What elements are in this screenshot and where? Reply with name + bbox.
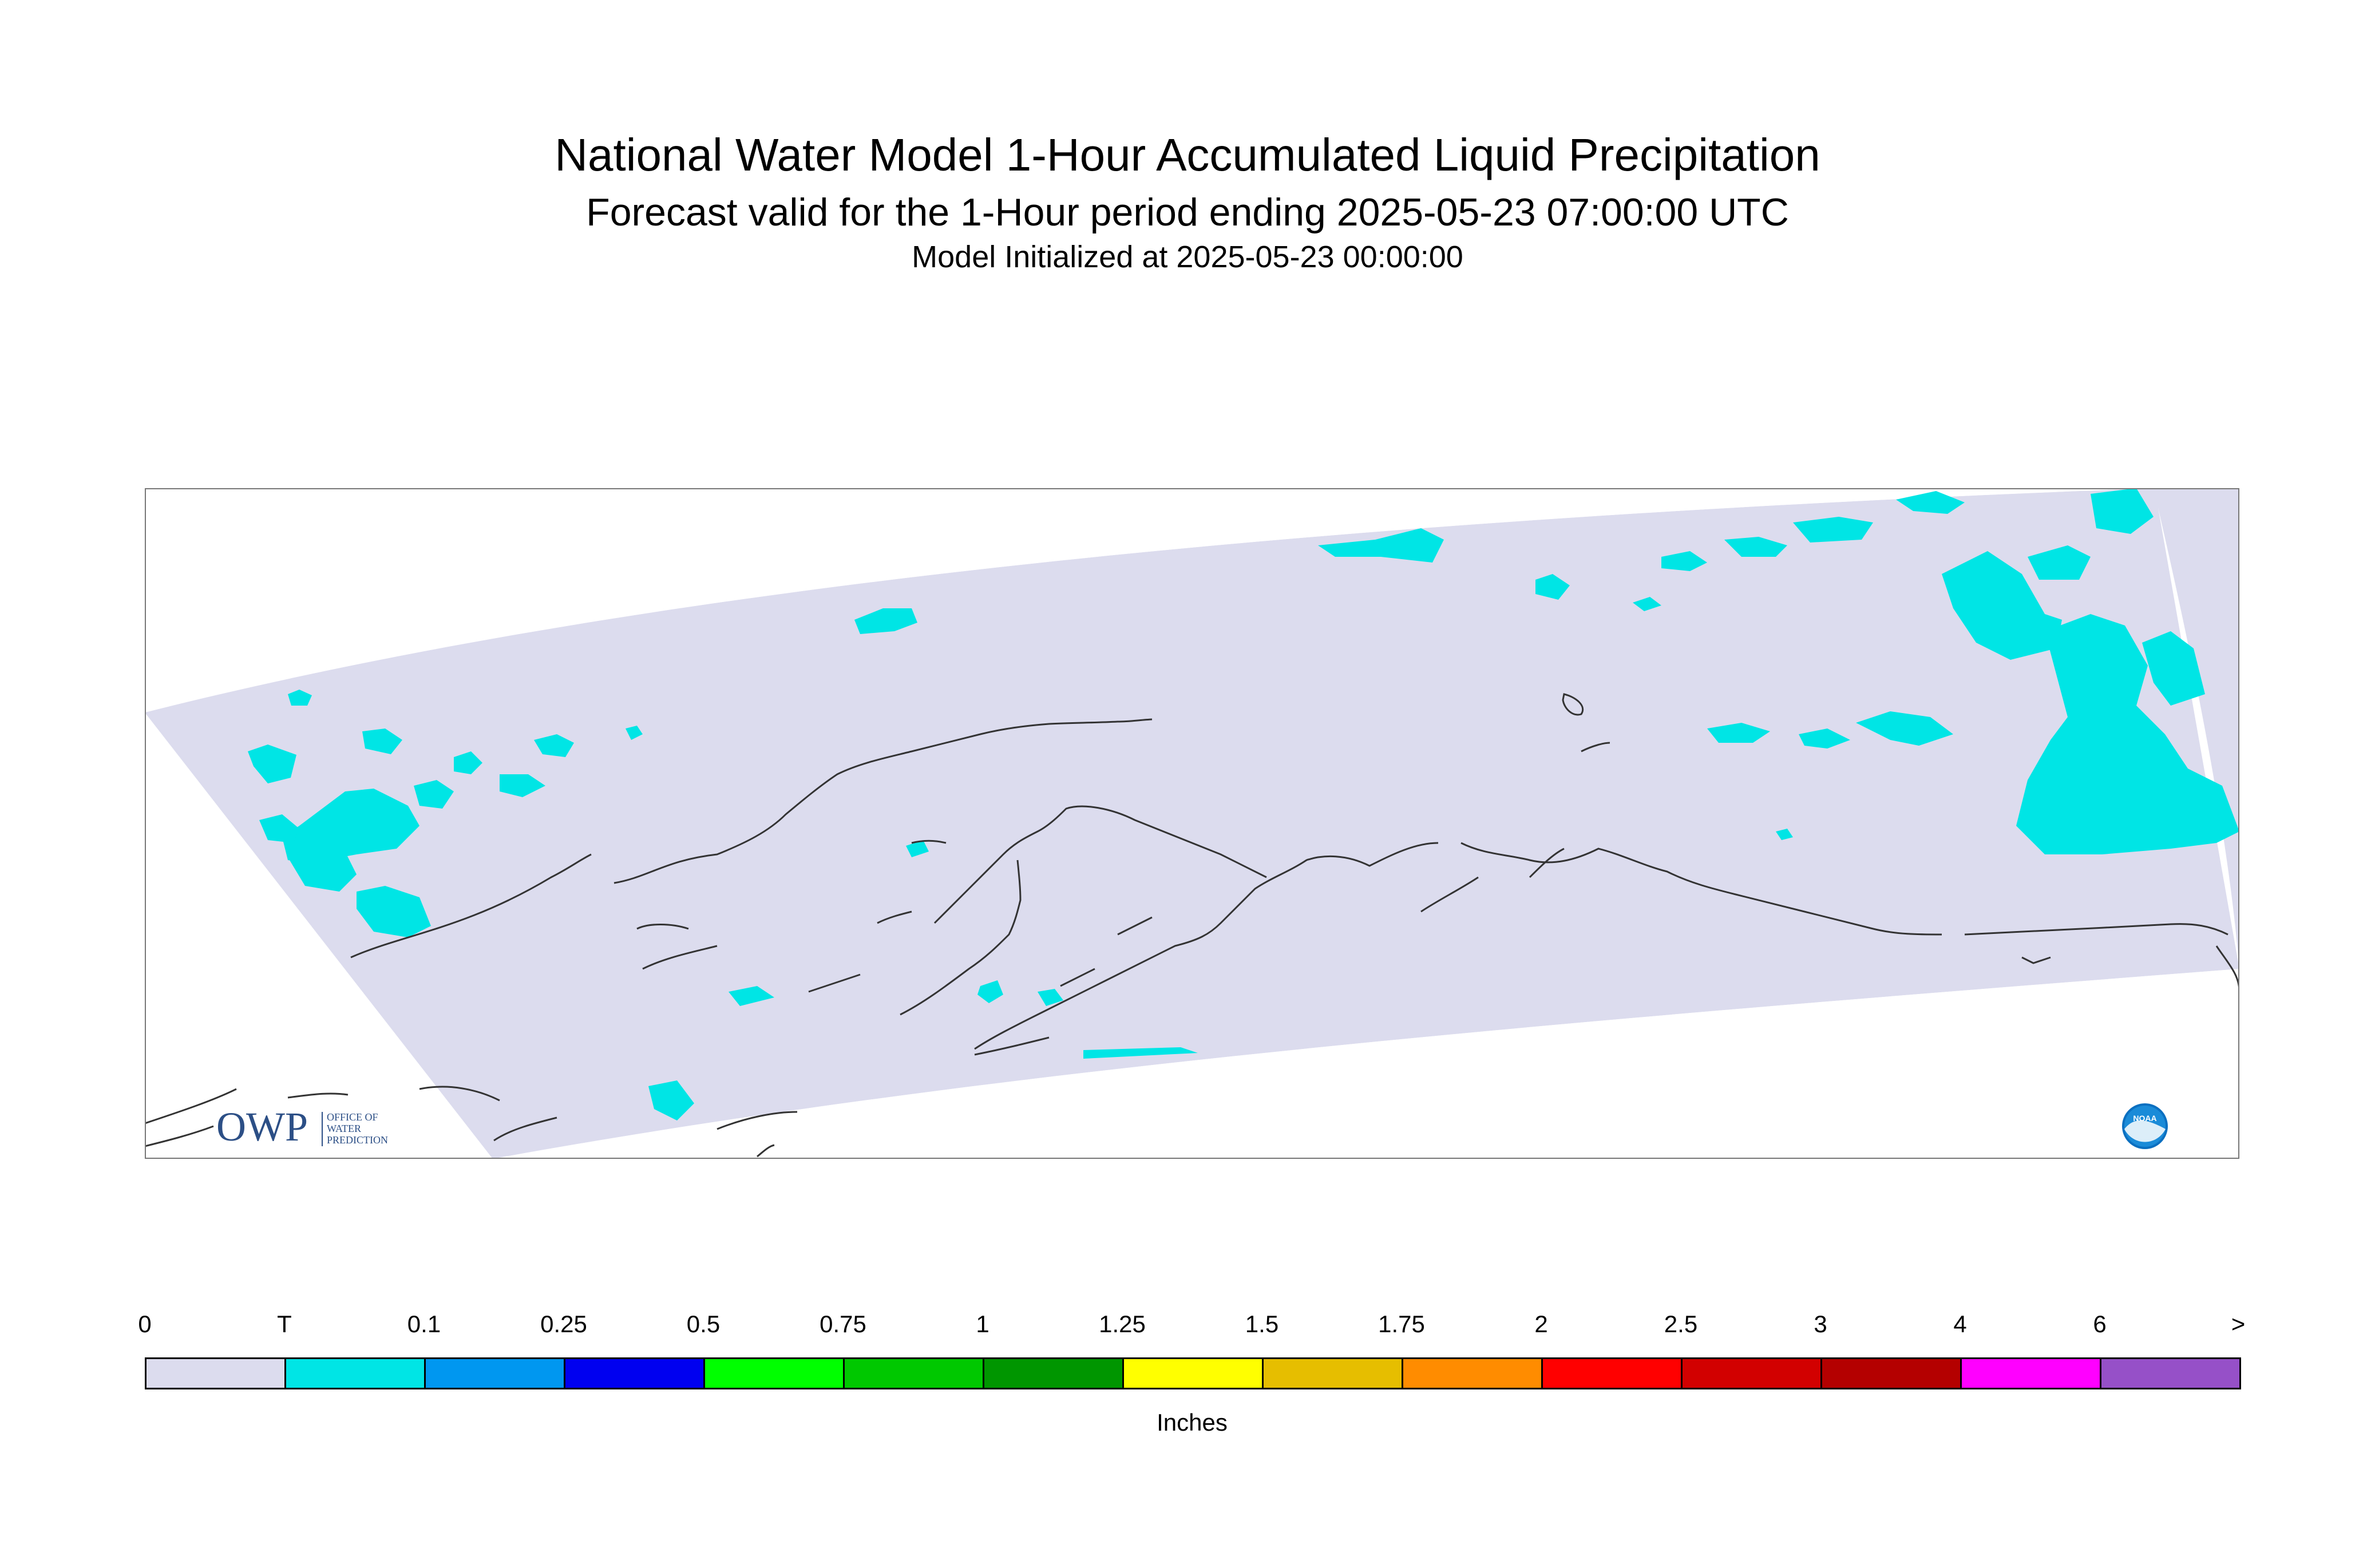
model-domain	[145, 488, 2239, 1159]
outside-domain-left	[145, 712, 493, 1159]
legend-swatch	[1820, 1357, 1962, 1389]
outside-domain-top	[145, 488, 2155, 712]
legend-swatch	[564, 1357, 705, 1389]
legend-tick-label: >	[2231, 1310, 2246, 1337]
chart-title: National Water Model 1-Hour Accumulated …	[555, 129, 1820, 180]
legend-bar	[145, 1357, 2241, 1389]
legend-tick-label: 4	[1953, 1310, 1967, 1337]
precip-trace-areas	[248, 488, 2239, 1120]
legend-swatch	[703, 1357, 845, 1389]
legend-swatch	[843, 1357, 984, 1389]
legend-tick-label: 2	[1534, 1310, 1548, 1337]
noaa-logo: NOAA	[2122, 1103, 2168, 1149]
noaa-logo-mark: NOAA	[2133, 1114, 2156, 1123]
legend-swatch	[983, 1357, 1124, 1389]
legend-tick-label: 3	[1814, 1310, 1827, 1337]
legend-tick-label: T	[277, 1310, 292, 1337]
color-legend: 0 T 0.1 0.25 0.5 0.75 1 1.25 1.5 1.75 2 2.5 3 4 6 > Inc…	[138, 1310, 2245, 1442]
owp-logo-mark: OWP	[216, 1104, 308, 1150]
legend-swatch	[1262, 1357, 1403, 1389]
legend-tick-label: 0.5	[686, 1310, 721, 1337]
legend-swatch	[1960, 1357, 2101, 1389]
legend-swatch	[1681, 1357, 1822, 1389]
owp-logo-line-1: OFFICE OF	[327, 1111, 378, 1123]
legend-swatch	[1402, 1357, 1543, 1389]
map-border	[145, 488, 2239, 1159]
legend-tick-label: 1	[976, 1310, 989, 1337]
legend-swatch	[1122, 1357, 1264, 1389]
owp-logo: OWP OFFICE OF WATER PREDICTION	[216, 1104, 388, 1150]
legend-tick-label: 0.25	[540, 1310, 587, 1337]
owp-logo-line-2: WATER	[327, 1123, 361, 1134]
map-panel: OWP OFFICE OF WATER PREDICTION NOAA	[145, 488, 2239, 1159]
legend-swatch	[2100, 1357, 2241, 1389]
legend-tick-label: 0.75	[820, 1310, 866, 1337]
outside-domain-right-wedge	[2154, 488, 2239, 969]
owp-logo-line-3: PREDICTION	[327, 1134, 388, 1146]
model-init-time: Model Initialized at 2025-05-23 00:00:00	[912, 240, 1463, 274]
legend-tick-label: 6	[2093, 1310, 2107, 1337]
legend-swatch	[284, 1357, 426, 1389]
coastlines	[145, 693, 2239, 1158]
chart-subtitle: Forecast valid for the 1-Hour period end…	[586, 191, 1789, 234]
legend-tick-label: 1.25	[1099, 1310, 1146, 1337]
legend-swatch	[424, 1357, 565, 1389]
legend-tick-label: 0	[138, 1310, 152, 1337]
legend-tick-label: 0.1	[407, 1310, 441, 1337]
legend-swatch	[1541, 1357, 1683, 1389]
legend-swatch	[145, 1357, 286, 1389]
outside-domain-bottom	[493, 969, 2239, 1159]
legend-tick-label: 1.5	[1245, 1310, 1279, 1337]
legend-unit-label: Inches	[1157, 1409, 1228, 1436]
legend-tick-label: 1.75	[1378, 1310, 1425, 1337]
legend-tick-label: 2.5	[1664, 1310, 1698, 1337]
